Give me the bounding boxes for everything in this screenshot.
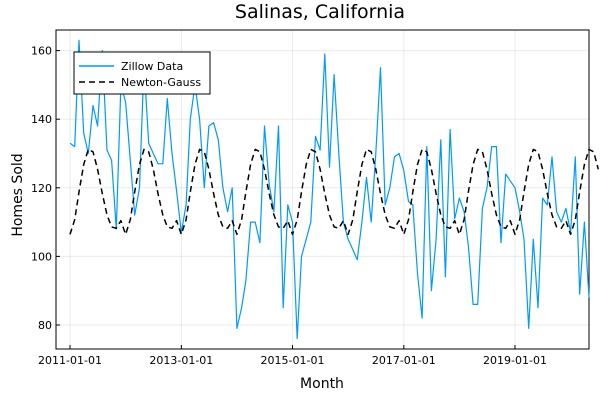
x-axis: 2011-01-01 2013-01-01 2015-01-01 2017-01-01… xyxy=(38,345,547,367)
chart-title: Salinas, California xyxy=(235,1,405,23)
legend: Zillow Data Newton-Gauss xyxy=(73,51,211,95)
y-tick-label: 140 xyxy=(31,113,52,126)
y-axis: 80 100 120 140 160 xyxy=(31,45,60,332)
y-tick-label: 120 xyxy=(31,182,52,195)
x-tick-label: 2013-01-01 xyxy=(149,354,213,367)
x-axis-label: Month xyxy=(300,376,344,392)
legend-box xyxy=(73,51,211,95)
x-tick-label: 2011-01-01 xyxy=(38,354,102,367)
y-tick-label: 80 xyxy=(38,319,52,332)
legend-label-zillow-data: Zillow Data xyxy=(121,60,183,73)
y-tick-label: 100 xyxy=(31,250,52,263)
y-axis-label: Homes Sold xyxy=(10,153,26,236)
series-line-newton-gauss xyxy=(69,148,600,236)
grid-lines xyxy=(56,30,589,349)
series-layer xyxy=(69,39,600,340)
plot-area xyxy=(55,29,590,350)
series-line-zillow-data xyxy=(69,39,590,340)
y-tick-label: 160 xyxy=(31,45,52,58)
x-tick-label: 2019-01-01 xyxy=(483,354,547,367)
x-tick-label: 2015-01-01 xyxy=(261,354,325,367)
x-tick-label: 2017-01-01 xyxy=(372,354,436,367)
legend-label-newton-gauss: Newton-Gauss xyxy=(121,76,201,89)
